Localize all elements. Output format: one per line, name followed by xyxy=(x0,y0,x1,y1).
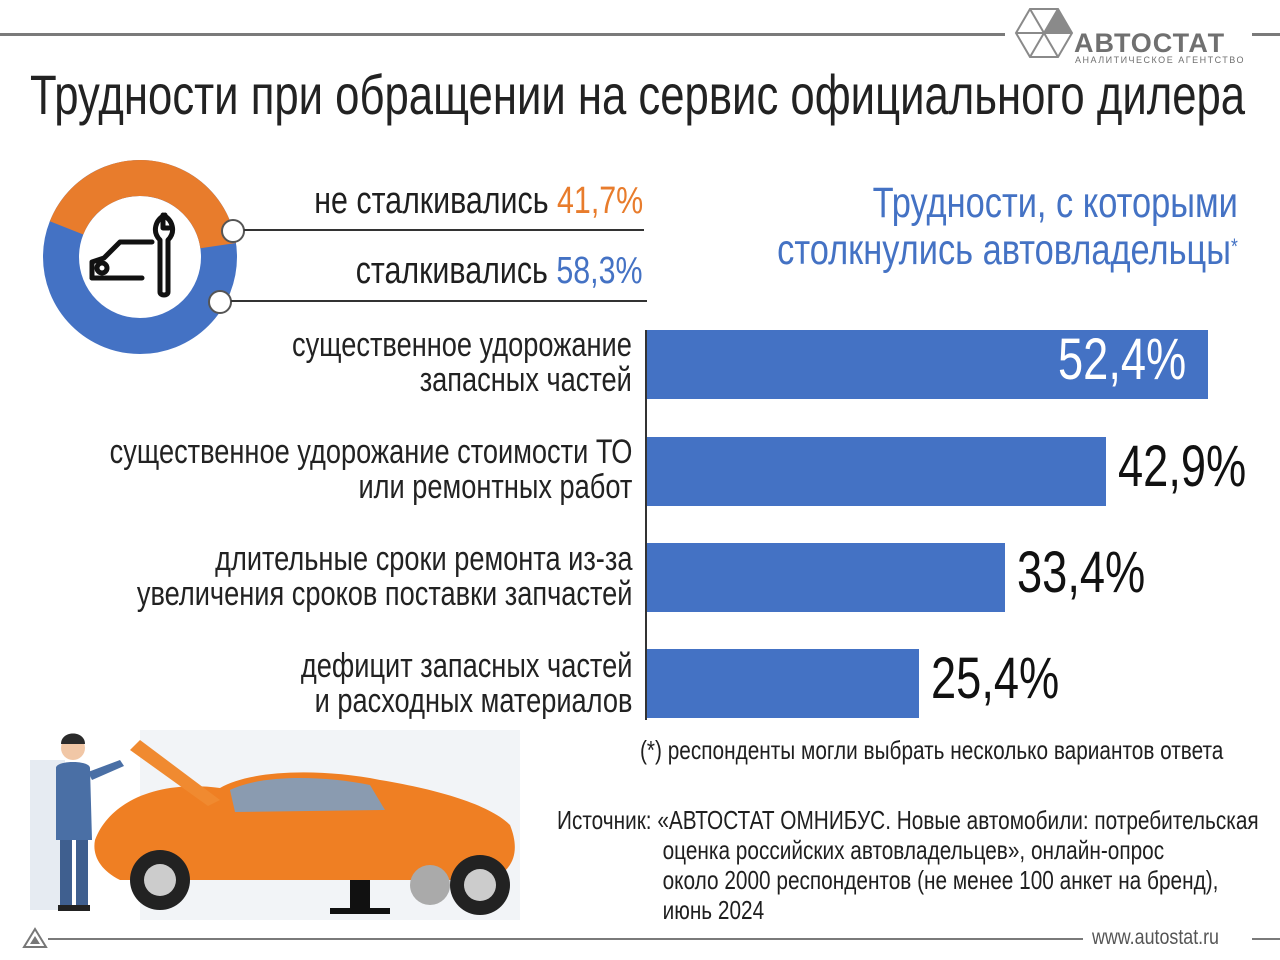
category-label: существенное удорожание стоимости ТО или … xyxy=(109,433,632,506)
chart-title-line1: Трудности, с которыми xyxy=(872,179,1238,227)
bar-2 xyxy=(647,437,1107,506)
brand-subtitle: АНАЛИТИЧЕСКОЕ АГЕНТСТВО xyxy=(1075,55,1245,65)
bar-3 xyxy=(647,543,1005,612)
chart-title: Трудности, с которыми столкнулись автовл… xyxy=(777,180,1238,274)
car-wrench-icon xyxy=(89,212,176,298)
source-note: Источник: «АВТОСТАТ ОМНИБУС. Новые автом… xyxy=(557,805,1259,925)
bar-1 xyxy=(647,330,1208,399)
footnote: (*) респонденты могли выбрать несколько … xyxy=(640,735,1224,765)
chart-axis xyxy=(645,330,647,720)
legend-faced: сталкивались 58,3% xyxy=(356,250,643,293)
footer-rule xyxy=(48,938,1083,940)
header-rule-right xyxy=(1252,33,1280,36)
bar-value-label: 42,9% xyxy=(1118,434,1247,499)
bar-value-label: 52,4% xyxy=(1058,327,1187,392)
donut-chart xyxy=(43,160,245,354)
legend-faced-value: 58,3% xyxy=(556,250,643,292)
bar-value-label: 25,4% xyxy=(930,646,1060,711)
car-mechanic-illustration xyxy=(30,730,520,920)
bar-4 xyxy=(647,649,919,718)
autostat-logo-icon xyxy=(1014,8,1074,58)
category-label: существенное удорожание запасных частей xyxy=(292,326,632,399)
leader-line-not-faced xyxy=(244,229,644,231)
legend-faced-label: сталкивались xyxy=(356,250,549,292)
website-link[interactable]: www.autostat.ru xyxy=(1092,926,1219,949)
bar-value-label: 33,4% xyxy=(1016,540,1145,605)
leader-line-faced xyxy=(231,300,647,302)
chart-title-line2: столкнулись автовладельцы xyxy=(777,226,1232,274)
donut-slice-not-faced xyxy=(49,160,236,249)
footer-rule-right xyxy=(1252,938,1280,940)
header-rule xyxy=(0,33,1005,36)
category-label: дефицит запасных частей и расходных матер… xyxy=(300,647,632,720)
legend-not-faced-value: 41,7% xyxy=(556,180,643,222)
category-label: длительные сроки ремонта из-за увеличения… xyxy=(136,540,632,613)
legend-not-faced: не сталкивались 41,7% xyxy=(314,180,643,223)
brand-name: АВТОСТАТ xyxy=(1074,28,1226,58)
legend-not-faced-label: не сталкивались xyxy=(314,180,549,222)
page-title: Трудности при обращении на сервис официа… xyxy=(30,63,1246,126)
footer-logo-icon xyxy=(22,927,48,948)
chart-title-footnote-mark: * xyxy=(1231,234,1238,259)
